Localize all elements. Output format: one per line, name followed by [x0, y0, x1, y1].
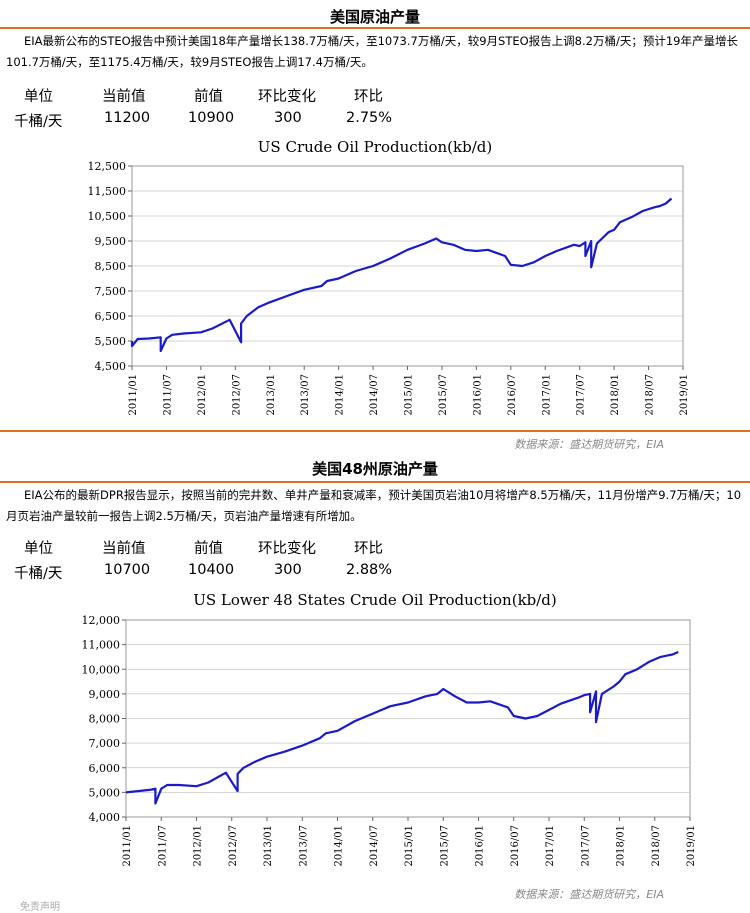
y-tick-label: 9,500 [95, 235, 127, 248]
table-header-ratio: 环比 [354, 89, 383, 105]
section1-bottom-rule [0, 430, 750, 432]
series-line [125, 650, 679, 805]
x-tick-label: 2012/01 [197, 374, 208, 416]
y-tick-label: 12,500 [88, 160, 127, 173]
x-tick-label: 2014/07 [369, 825, 380, 867]
y-tick-label: 8,000 [89, 713, 121, 726]
y-tick-label: 6,000 [89, 762, 121, 775]
x-tick-label: 2012/07 [231, 374, 242, 416]
x-tick-label: 2014/01 [334, 825, 345, 867]
y-tick-label: 4,000 [89, 811, 121, 824]
y-tick-label: 11,500 [88, 185, 127, 198]
x-tick-label: 2018/01 [616, 825, 627, 867]
table-cell-ratio: 2.75% [346, 110, 393, 126]
x-tick-label: 2016/07 [510, 825, 521, 867]
chart1-title: US Crude Oil Production(kb/d) [257, 138, 493, 156]
table-header-change: 环比变化 [258, 541, 316, 557]
x-tick-label: 2017/01 [545, 825, 556, 867]
table-cell-previous: 10900 [188, 110, 235, 126]
table-header-previous: 前值 [194, 89, 223, 105]
chart2-title: US Lower 48 States Crude Oil Production(… [193, 591, 557, 609]
x-tick-label: 2015/07 [439, 825, 450, 867]
section1-top-rule [0, 27, 750, 29]
table-header-change: 环比变化 [258, 89, 316, 105]
table-cell-unit: 千桶/天 [14, 566, 63, 582]
x-tick-label: 2012/07 [228, 825, 239, 867]
table-header-unit: 单位 [24, 89, 53, 105]
table-cell-previous: 10400 [188, 562, 235, 578]
table-header-current: 当前值 [102, 89, 146, 105]
y-tick-label: 10,000 [82, 663, 121, 676]
x-tick-label: 2016/07 [507, 374, 518, 416]
x-tick-label: 2013/01 [263, 825, 274, 867]
x-tick-label: 2018/01 [610, 374, 621, 416]
x-tick-label: 2015/07 [438, 374, 449, 416]
y-tick-label: 5,000 [89, 786, 121, 799]
y-tick-label: 9,000 [89, 688, 121, 701]
x-tick-label: 2013/07 [298, 825, 309, 867]
x-tick-label: 2013/07 [300, 374, 311, 416]
section2-title: 美国48州原油产量 [312, 460, 438, 478]
table-header-current: 当前值 [102, 541, 146, 557]
section2-description: EIA公布的最新DPR报告显示，按照当前的完井数、单井产量和衰减率，预计美国页岩… [6, 488, 742, 523]
y-tick-label: 12,000 [82, 614, 121, 627]
y-tick-label: 7,500 [95, 285, 127, 298]
y-tick-label: 5,500 [95, 335, 127, 348]
x-tick-label: 2017/01 [541, 374, 552, 416]
section1-source: 数据来源：盛达期货研究，EIA [514, 438, 664, 451]
y-tick-label: 4,500 [95, 360, 127, 373]
x-tick-label: 2019/01 [679, 374, 690, 416]
y-tick-label: 11,000 [82, 639, 121, 652]
footer-text: 免责声明 [20, 902, 60, 913]
section2-top-rule [0, 481, 750, 483]
x-tick-label: 2017/07 [576, 374, 587, 416]
y-tick-label: 10,500 [88, 210, 127, 223]
section1-title: 美国原油产量 [329, 8, 420, 26]
x-tick-label: 2012/01 [193, 825, 204, 867]
table-cell-change: 300 [274, 562, 302, 578]
x-tick-label: 2019/01 [686, 825, 697, 867]
table-cell-unit: 千桶/天 [14, 114, 63, 130]
series-line [130, 197, 673, 353]
x-tick-label: 2015/01 [404, 825, 415, 867]
x-tick-label: 2014/01 [335, 374, 346, 416]
table-cell-change: 300 [274, 110, 302, 126]
y-tick-label: 6,500 [95, 310, 127, 323]
x-tick-label: 2017/07 [580, 825, 591, 867]
y-tick-label: 8,500 [95, 260, 127, 273]
table-cell-current: 11200 [104, 110, 151, 126]
table-cell-current: 10700 [104, 562, 151, 578]
x-tick-label: 2011/01 [122, 825, 133, 867]
x-tick-label: 2011/07 [162, 374, 173, 416]
section2-source: 数据来源：盛达期货研究，EIA [514, 888, 664, 901]
section1-description: EIA最新公布的STEO报告中预计美国18年产量增长138.7万桶/天，至107… [6, 34, 738, 69]
x-tick-label: 2013/01 [266, 374, 277, 416]
x-tick-label: 2016/01 [472, 374, 483, 416]
table-header-ratio: 环比 [354, 541, 383, 557]
x-tick-label: 2015/01 [404, 374, 415, 416]
y-tick-label: 7,000 [89, 737, 121, 750]
x-tick-label: 2011/01 [128, 374, 139, 416]
x-tick-label: 2018/07 [651, 825, 662, 867]
x-tick-label: 2011/07 [157, 825, 168, 867]
x-tick-label: 2018/07 [645, 374, 656, 416]
table-header-previous: 前值 [194, 541, 223, 557]
table-cell-ratio: 2.88% [346, 562, 393, 578]
table-header-unit: 单位 [24, 541, 53, 557]
x-tick-label: 2016/01 [475, 825, 486, 867]
x-tick-label: 2014/07 [369, 374, 380, 416]
